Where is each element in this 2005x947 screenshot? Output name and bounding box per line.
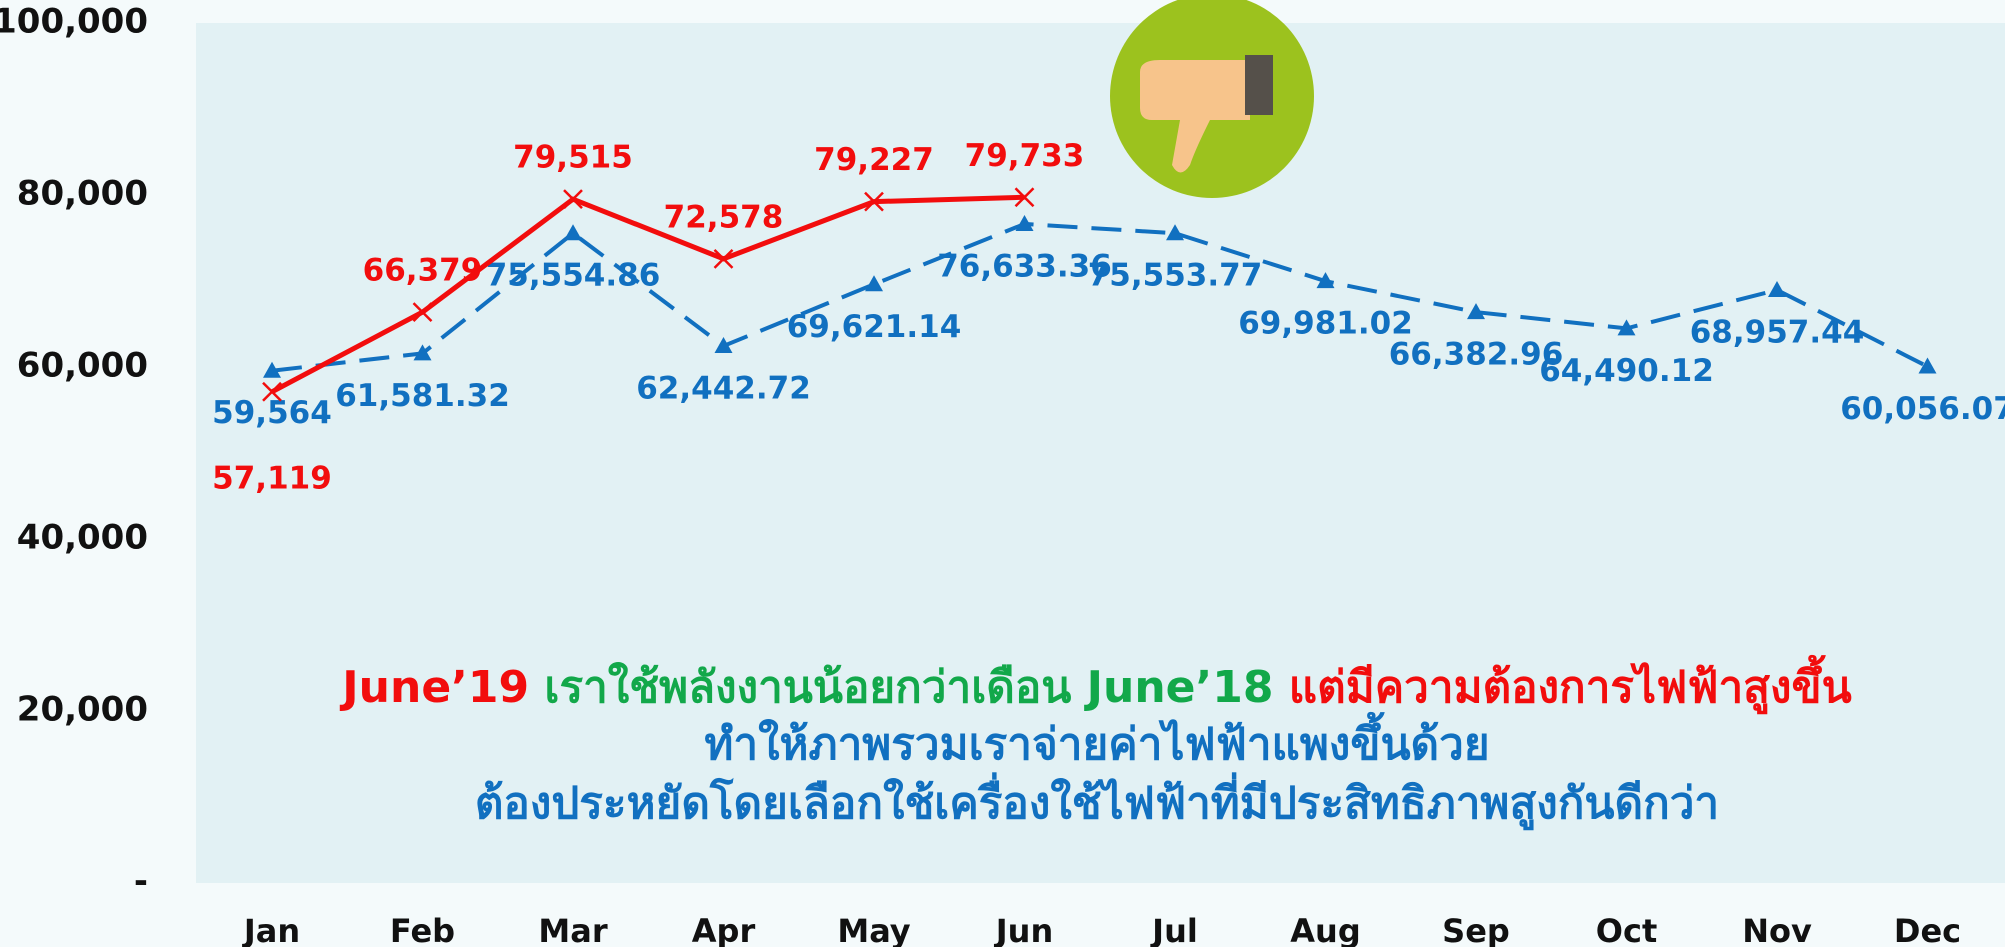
annotation-part: ต้องประหยัดโดยเลือกใช้เครื่องใช้ไฟฟ้าที่… [475, 772, 1719, 830]
data-label: 66,379 [363, 253, 483, 289]
annotation: ต้องประหยัดโดยเลือกใช้เครื่องใช้ไฟฟ้าที่… [475, 772, 1719, 830]
annotation-part: แต่มีความต้องการไฟฟ้าสูงขึ้น [1273, 654, 1851, 714]
marker [1015, 214, 1034, 231]
x-tick-label: Aug [1290, 912, 1360, 947]
x-tick-label: Jul [1150, 912, 1198, 947]
y-tick-label: 60,000 [17, 346, 148, 386]
series-line [270, 194, 1025, 394]
annotation: ทำให้ภาพรวมเราจ่ายค่าไฟฟ้าแพงขึ้นด้วย [704, 711, 1489, 770]
data-label: 69,981.02 [1238, 306, 1413, 342]
marker [713, 248, 734, 269]
x-tick-label: Jun [994, 912, 1053, 947]
y-tick-label: - [134, 862, 148, 902]
data-label: 66,382.96 [1389, 337, 1564, 373]
marker [864, 191, 884, 212]
data-label: 60,056.07 [1840, 391, 2005, 427]
marker [1316, 272, 1335, 289]
marker [865, 275, 883, 292]
marker [714, 336, 733, 353]
data-label: 59,564 [212, 395, 332, 431]
x-tick-label: Mar [538, 912, 607, 947]
marker [1467, 303, 1485, 320]
data-label: 79,515 [513, 140, 633, 176]
x-tick-label: May [837, 912, 910, 947]
data-label: 68,957.44 [1690, 314, 1865, 350]
data-label: 79,227 [814, 142, 934, 178]
marker [563, 189, 583, 210]
plot-background [196, 23, 2005, 883]
data-label: 57,119 [212, 460, 332, 496]
y-tick-label: 40,000 [17, 518, 148, 558]
marker [1768, 280, 1786, 297]
data-label: 75,553.77 [1088, 258, 1263, 294]
marker [262, 381, 282, 402]
series-line [271, 221, 1929, 373]
x-tick-label: Oct [1596, 912, 1657, 947]
annotation-part: ทำให้ภาพรวมเราจ่ายค่าไฟฟ้าแพงขึ้นด้วย [704, 711, 1489, 770]
annotation-part: June’18 [1084, 662, 1274, 713]
data-label: 61,581.32 [335, 378, 510, 414]
data-label: 75,554.86 [486, 258, 661, 294]
x-tick-label: Sep [1442, 912, 1510, 947]
marker [1918, 357, 1937, 374]
marker [413, 344, 432, 361]
y-tick-label: 80,000 [17, 174, 148, 214]
marker [1166, 224, 1184, 241]
data-label: 62,442.72 [636, 370, 811, 406]
x-tick-label: Nov [1742, 912, 1812, 947]
thumbs-down-icon [1110, 0, 1314, 198]
marker [412, 302, 433, 323]
x-tick-label: Jan [242, 912, 300, 947]
x-tick-label: Feb [390, 912, 455, 947]
marker [564, 224, 582, 241]
data-label: 76,633.36 [937, 248, 1112, 284]
marker [263, 361, 281, 378]
marker [1617, 319, 1636, 336]
data-label: 64,490.12 [1539, 353, 1714, 389]
y-tick-label: 100,000 [0, 2, 148, 42]
x-tick-label: Dec [1894, 912, 1961, 947]
annotation: June’19 เราใช้พลังงานน้อยกว่าเดือน June’… [339, 654, 1851, 714]
annotation-part: June’19 [339, 662, 529, 713]
data-label: 69,621.14 [787, 309, 962, 345]
x-tick-label: Apr [692, 912, 756, 947]
y-tick-label: 20,000 [17, 690, 148, 730]
marker [1014, 187, 1035, 208]
annotation-part: เราใช้พลังงานน้อยกว่าเดือน [529, 661, 1087, 713]
data-label: 72,578 [664, 199, 784, 235]
data-label: 79,733 [965, 138, 1085, 174]
